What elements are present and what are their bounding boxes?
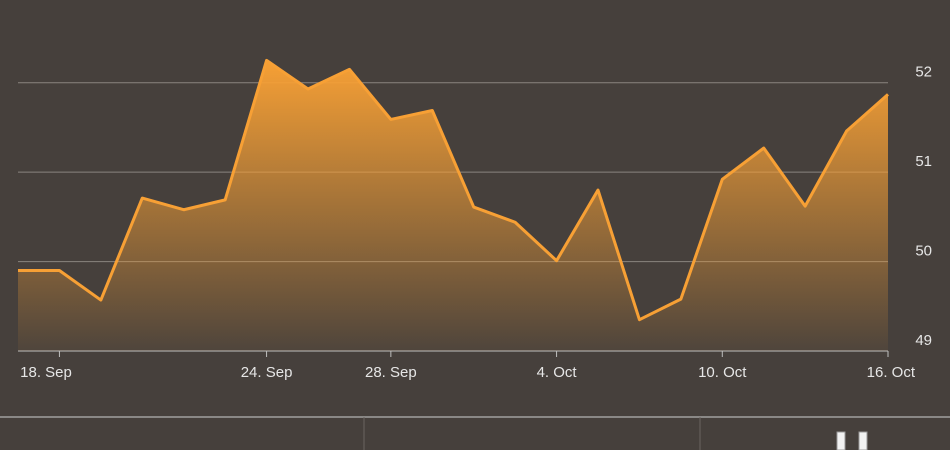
y-tick-label: 49 — [915, 332, 932, 349]
x-tick-label: 10. Oct — [698, 364, 747, 381]
x-tick-label: 18. Sep — [20, 364, 72, 381]
navigator-handle[interactable] — [836, 431, 846, 450]
area-line — [18, 58, 889, 322]
navigator-handle[interactable] — [858, 431, 868, 450]
y-tick-label: 51 — [915, 153, 932, 170]
x-tick-label: 16. Oct — [867, 364, 916, 381]
navigator — [0, 416, 950, 450]
x-tick-label: 24. Sep — [241, 364, 293, 381]
y-tick-label: 50 — [915, 243, 932, 260]
x-tick-label: 4. Oct — [537, 364, 578, 381]
y-tick-label: 52 — [915, 64, 932, 81]
area-fill — [18, 60, 888, 351]
x-tick-label: 28. Sep — [365, 364, 417, 381]
